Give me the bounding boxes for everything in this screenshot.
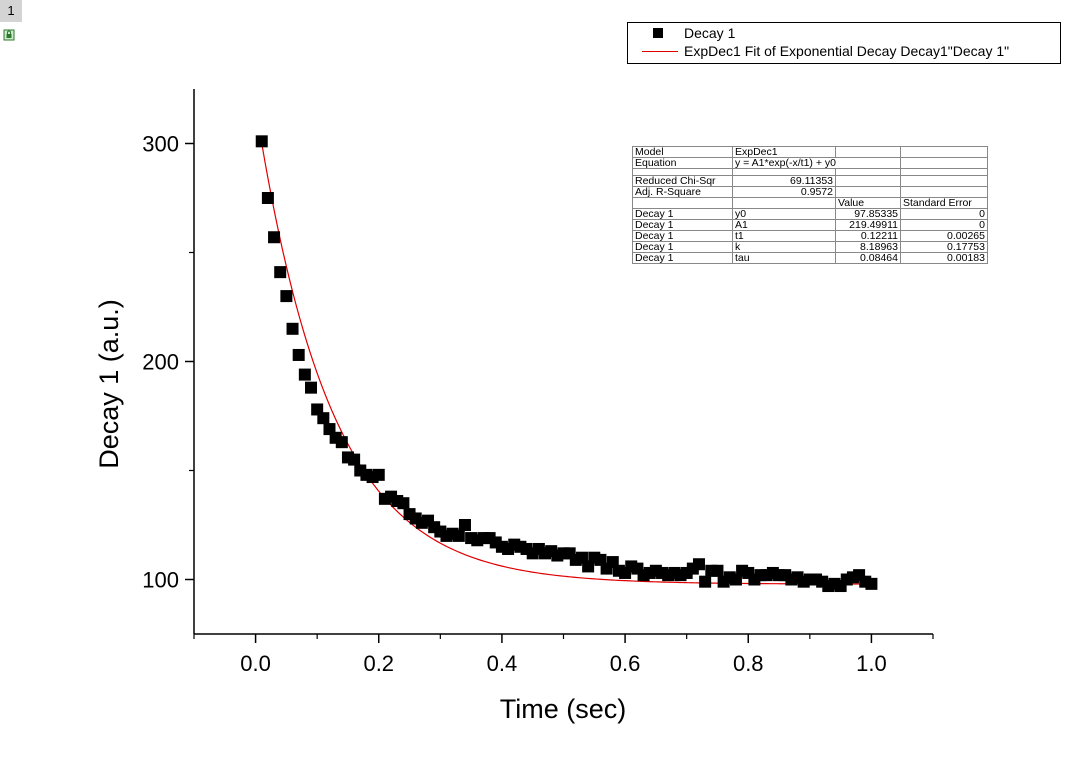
data-point <box>286 322 299 335</box>
data-point <box>335 436 348 449</box>
cell: Decay 1 <box>632 252 733 264</box>
cell: A1 <box>732 219 836 231</box>
data-point <box>280 290 293 303</box>
legend: Decay 1 ExpDec1 Fit of Exponential Decay… <box>627 22 1061 64</box>
table-row: Equation y = A1*exp(-x/t1) + y0 <box>632 157 988 169</box>
square-marker-icon <box>653 28 663 38</box>
table-row: Model ExpDec1 <box>632 146 988 158</box>
data-point <box>458 519 471 531</box>
cell: 219.49911 <box>835 219 901 231</box>
cell: Model <box>632 146 733 158</box>
axes: 0.0 0.2 0.4 0.6 0.8 1.0 100 200 300 <box>142 89 934 676</box>
cell: y = A1*exp(-x/t1) + y0 <box>732 157 901 169</box>
cell <box>900 168 988 176</box>
data-point <box>348 453 361 466</box>
x-tick-label: 0.2 <box>363 651 394 676</box>
data-point <box>305 381 318 394</box>
cell: Value <box>835 197 901 209</box>
cell <box>835 175 901 187</box>
legend-item-data: Decay 1 <box>628 25 1060 42</box>
table-row: Decay 1 tau 0.08464 0.00183 <box>632 252 988 264</box>
cell: 0.9572 <box>732 186 836 198</box>
data-point <box>699 575 712 588</box>
cell: 0.08464 <box>835 252 901 264</box>
x-tick-label: 0.8 <box>733 651 764 676</box>
legend-item-fit: ExpDec1 Fit of Exponential Decay Decay1"… <box>628 43 1060 60</box>
cell: Decay 1 <box>632 208 733 220</box>
points-layer <box>255 135 878 593</box>
cell: 69.11353 <box>732 175 836 187</box>
data-point <box>317 412 330 425</box>
data-point <box>255 135 268 148</box>
cell <box>900 157 988 169</box>
data-point <box>452 529 465 542</box>
x-tick-label: 1.0 <box>856 651 887 676</box>
data-point <box>298 368 311 381</box>
cell: t1 <box>732 230 836 242</box>
data-point <box>865 577 878 590</box>
data-point <box>372 468 385 481</box>
cell: Adj. R-Square <box>632 186 733 198</box>
cell: Standard Error <box>900 197 988 209</box>
cell: k <box>732 241 836 253</box>
cell: 97.85335 <box>835 208 901 220</box>
cell: Equation <box>632 157 733 169</box>
table-row: Adj. R-Square 0.9572 <box>632 186 988 198</box>
cell <box>900 175 988 187</box>
y-axis-label: Decay 1 (a.u.) <box>94 299 124 469</box>
cell <box>835 146 901 158</box>
lock-icon <box>3 29 15 41</box>
cell: Decay 1 <box>632 230 733 242</box>
cell: ExpDec1 <box>732 146 836 158</box>
table-row: Decay 1 k 8.18963 0.17753 <box>632 241 988 253</box>
y-tick-label: 100 <box>142 568 179 593</box>
data-point <box>711 564 724 577</box>
cell: Decay 1 <box>632 219 733 231</box>
cell: 0 <box>900 219 988 231</box>
cell <box>732 197 836 209</box>
table-row: Decay 1 t1 0.12211 0.00265 <box>632 230 988 242</box>
cell: tau <box>732 252 836 264</box>
data-point <box>403 508 416 521</box>
line-marker-icon <box>642 51 678 52</box>
x-tick-label: 0.6 <box>610 651 641 676</box>
y-tick-label: 300 <box>142 132 179 157</box>
data-point <box>292 348 305 361</box>
y-tick-label: 200 <box>142 350 179 375</box>
fit-results-table: Model ExpDec1 Equation y = A1*exp(-x/t1)… <box>632 146 988 264</box>
cell: 0.00265 <box>900 230 988 242</box>
data-point <box>692 558 705 571</box>
cell <box>900 186 988 198</box>
data-point <box>274 266 287 279</box>
cell <box>835 168 901 176</box>
cell: 0.12211 <box>835 230 901 242</box>
legend-label: ExpDec1 Fit of Exponential Decay Decay1"… <box>684 43 1010 59</box>
cell: 0.17753 <box>900 241 988 253</box>
data-point <box>261 192 274 204</box>
table-row: Decay 1 A1 219.49911 0 <box>632 219 988 231</box>
page-tab[interactable]: 1 <box>0 0 22 22</box>
table-row: Decay 1 y0 97.85335 0 <box>632 208 988 220</box>
table-row: Reduced Chi-Sqr 69.11353 <box>632 175 988 187</box>
cell: 0.00183 <box>900 252 988 264</box>
cell <box>632 197 733 209</box>
x-axis-label: Time (sec) <box>500 694 627 724</box>
cell: 8.18963 <box>835 241 901 253</box>
data-point <box>397 497 410 510</box>
data-point <box>268 231 281 244</box>
legend-label: Decay 1 <box>684 25 736 41</box>
cell <box>900 146 988 158</box>
cell: Reduced Chi-Sqr <box>632 175 733 187</box>
x-tick-label: 0.0 <box>240 651 271 676</box>
cell: 0 <box>900 208 988 220</box>
cell: Decay 1 <box>632 241 733 253</box>
table-row: Value Standard Error <box>632 197 988 209</box>
x-tick-label: 0.4 <box>487 651 518 676</box>
cell: y0 <box>732 208 836 220</box>
cell <box>835 186 901 198</box>
